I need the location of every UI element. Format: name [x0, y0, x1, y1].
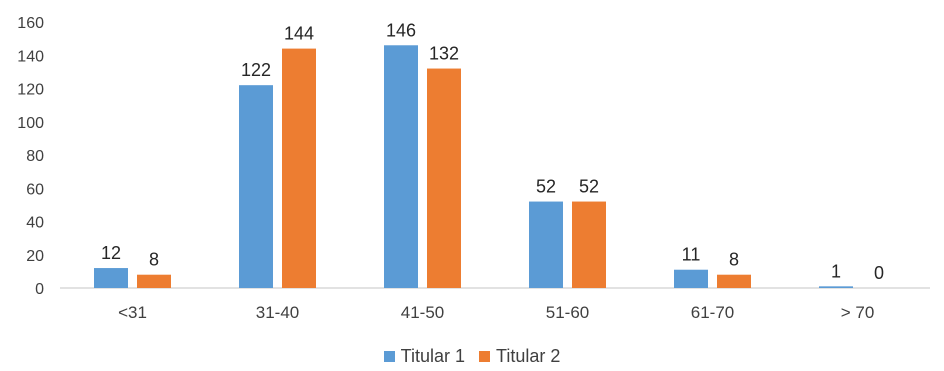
- data-label: 8: [149, 250, 159, 270]
- y-tick-label: 120: [17, 82, 44, 99]
- bar: [529, 201, 563, 288]
- legend-swatch-series-1: [383, 351, 395, 362]
- data-label: 1: [831, 261, 841, 281]
- y-tick-label: 100: [17, 115, 44, 132]
- bar: [572, 201, 606, 288]
- data-label: 0: [874, 263, 884, 283]
- y-tick-label: 160: [17, 15, 44, 32]
- legend: Titular 1 Titular 2: [0, 346, 944, 367]
- data-label: 11: [682, 245, 701, 265]
- y-tick-label: 140: [17, 48, 44, 65]
- data-label: 8: [729, 250, 739, 270]
- y-tick-label: 80: [26, 148, 44, 165]
- legend-swatch-series-2: [479, 351, 490, 362]
- bar: [94, 268, 128, 288]
- x-tick-label: <31: [118, 303, 147, 322]
- y-axis: 0 20 40 60 80 100 120 140 160: [17, 15, 44, 298]
- bars-group: [94, 45, 853, 289]
- legend-item-series-2: Titular 2: [479, 346, 560, 367]
- y-tick-label: 40: [26, 215, 44, 232]
- data-label: 146: [386, 20, 416, 40]
- data-label: 12: [101, 243, 121, 263]
- x-tick-label: > 70: [841, 303, 875, 322]
- x-tick-label: 31-40: [256, 303, 299, 322]
- data-label: 52: [536, 177, 556, 197]
- data-label: 144: [284, 24, 314, 44]
- bar: [239, 85, 273, 288]
- bar: [819, 286, 853, 288]
- bar: [427, 68, 461, 288]
- y-tick-label: 0: [35, 281, 44, 298]
- bar: [137, 274, 171, 288]
- x-axis: <31 31-40 41-50 51-60 61-70 > 70: [118, 303, 874, 322]
- x-tick-label: 61-70: [691, 303, 734, 322]
- bar: [282, 48, 316, 288]
- data-label: 122: [241, 60, 271, 80]
- y-tick-label: 60: [26, 181, 44, 198]
- x-tick-label: 41-50: [401, 303, 444, 322]
- bar: [717, 274, 751, 288]
- bar: [384, 45, 418, 289]
- x-tick-label: 51-60: [546, 303, 589, 322]
- data-label: 132: [429, 44, 459, 64]
- legend-label-series-2: Titular 2: [496, 346, 561, 366]
- data-label: 52: [579, 177, 599, 197]
- legend-item-series-1: Titular 1: [383, 346, 465, 367]
- legend-label-series-1: Titular 1: [400, 346, 465, 366]
- bar: [674, 269, 708, 288]
- data-labels-group: 12 8 122 144 146 132 52 52 11 8 1 0: [101, 20, 884, 283]
- y-tick-label: 20: [26, 248, 44, 265]
